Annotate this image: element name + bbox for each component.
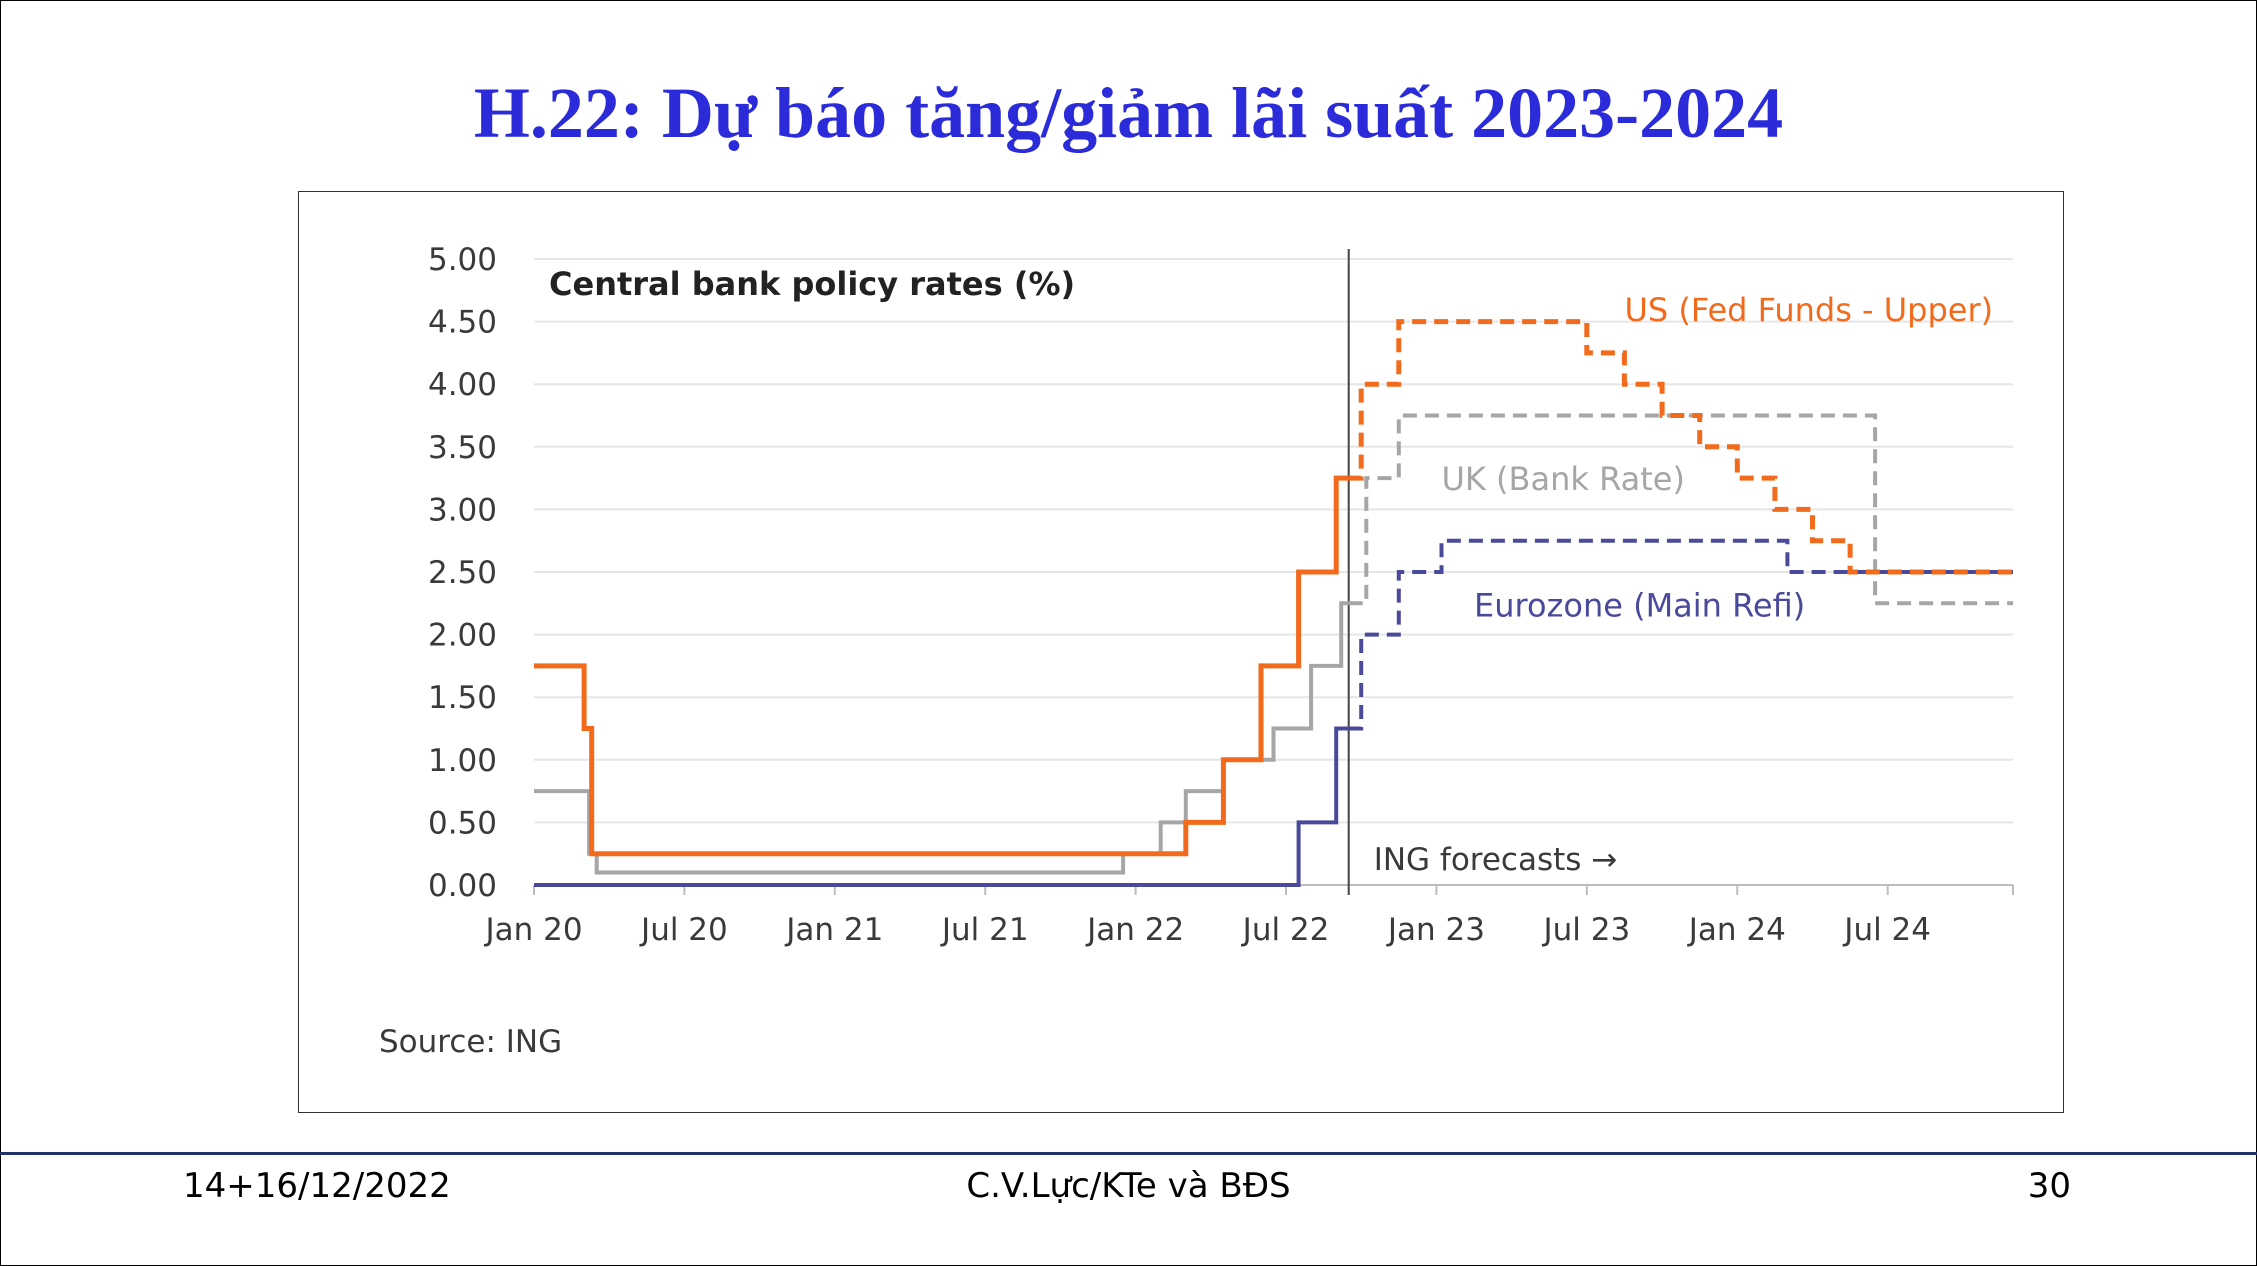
x-tick-label: Jan 23	[1386, 912, 1485, 948]
chart-frame: 0.00 0.50 1.00 1.50 2.00 2.50 3.00 3.50 4.00 4.50…	[298, 191, 2064, 1113]
y-tick-label: 3.00	[428, 492, 497, 528]
y-tick-label: 2.00	[428, 618, 497, 654]
y-tick-label: 3.50	[428, 430, 497, 466]
y-tick-label: 5.00	[428, 242, 497, 278]
x-tick-label: Jul 21	[940, 912, 1029, 948]
footer-date: 14+16/12/2022	[183, 1166, 451, 1206]
x-tick-label: Jan 22	[1085, 912, 1184, 948]
series-label-us: US (Fed Funds - Upper)	[1624, 291, 1993, 329]
slide-title: H.22: Dự báo tăng/giảm lãi suất 2023-202…	[473, 73, 1784, 153]
x-tick-label: Jul 20	[639, 912, 728, 948]
page-number: 30	[2027, 1166, 2071, 1206]
y-tick-label: 4.00	[428, 367, 497, 403]
series-ez-forecast	[1348, 538, 2013, 731]
x-tick-label: Jul 23	[1541, 912, 1630, 948]
y-tick-label: 2.50	[428, 555, 497, 591]
series-us-actual	[534, 475, 1349, 857]
series-label-uk: UK (Bank Rate)	[1441, 460, 1684, 498]
series-ez-actual	[534, 726, 1349, 887]
forecast-label: ING forecasts →	[1374, 842, 1618, 878]
y-tick-label: 1.00	[428, 743, 497, 779]
x-tick-label: Jul 24	[1842, 912, 1931, 948]
policy-rates-chart: 0.00 0.50 1.00 1.50 2.00 2.50 3.00 3.50 4.00 4.50…	[379, 242, 2014, 1060]
y-tick-label: 4.50	[428, 305, 497, 341]
y-tick-label: 0.50	[428, 805, 497, 841]
y-tick-label: 1.50	[428, 680, 497, 716]
x-tick-label: Jul 22	[1241, 912, 1330, 948]
chart-title: Central bank policy rates (%)	[549, 265, 1075, 303]
x-tick-label: Jan 24	[1687, 912, 1786, 948]
footer-rule	[0, 1152, 2257, 1155]
y-tick-label: 0.00	[428, 868, 497, 904]
series-label-ez: Eurozone (Main Refi)	[1474, 587, 1805, 625]
chart-source: Source: ING	[379, 1024, 562, 1060]
series-uk-actual	[534, 601, 1349, 875]
series-us-forecast	[1348, 319, 2013, 575]
x-tick-label: Jan 21	[784, 912, 883, 948]
footer-author: C.V.Lực/KTe và BĐS	[966, 1166, 1291, 1206]
x-tick-label: Jan 20	[483, 912, 582, 948]
